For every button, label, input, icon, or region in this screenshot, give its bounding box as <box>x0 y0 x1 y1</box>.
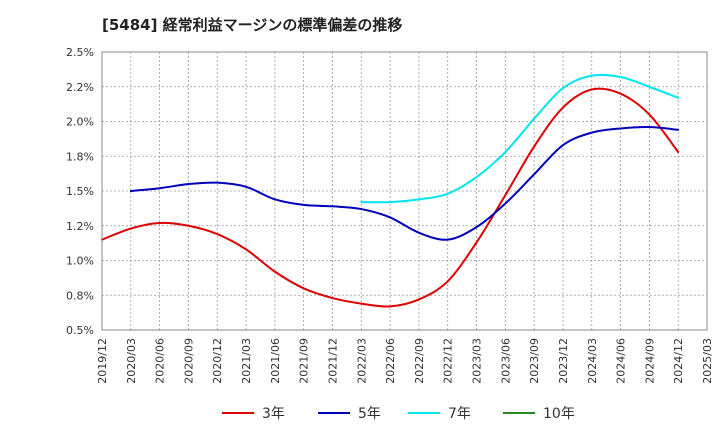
x-tick-label: 2022/03 <box>355 338 368 384</box>
series-line-1 <box>129 126 680 241</box>
x-tick-label: 2023/06 <box>499 338 512 384</box>
x-tick-label: 2020/03 <box>125 338 138 384</box>
y-tick-label: 1.2% <box>66 220 94 233</box>
x-tick-labels: 2019/12 2020/03 2020/06 2020/09 2020/12 2021/… <box>96 338 714 384</box>
plot-area <box>102 52 707 330</box>
y-tick-label: 2.2% <box>66 81 94 94</box>
legend-label-2: 7年 <box>448 406 471 422</box>
series-line-0 <box>101 87 680 308</box>
x-tick-label: 2021/12 <box>326 338 339 384</box>
x-tick-label: 2022/09 <box>413 338 426 384</box>
x-tick-label: 2022/12 <box>442 338 455 384</box>
y-tick-label: 1.8% <box>66 150 94 163</box>
y-tick-label: 2.0% <box>66 116 94 129</box>
x-tick-label: 2020/12 <box>211 338 224 384</box>
legend-label-1: 5年 <box>358 406 381 422</box>
plot-frame <box>101 51 708 331</box>
legend: 3年 5年 7年 10年 <box>222 406 575 422</box>
x-tick-label: 2025/03 <box>701 338 714 384</box>
x-tick-label: 2023/12 <box>557 338 570 384</box>
x-tick-label: 2020/09 <box>182 338 195 384</box>
x-tick-label: 2021/09 <box>298 338 311 384</box>
legend-label-3: 10年 <box>543 406 575 422</box>
chart-title: [5484] 経常利益マージンの標準偏差の推移 <box>102 16 403 34</box>
y-tick-label: 1.0% <box>66 255 94 268</box>
x-tick-label: 2019/12 <box>96 338 109 384</box>
x-tick-label: 2022/06 <box>384 338 397 384</box>
series-lines <box>101 73 680 308</box>
y-tick-labels: 0.5% 0.8% 1.0% 1.2% 1.5% 1.8% 2.0% 2.2% 2.5% <box>66 46 94 337</box>
y-tick-label: 2.5% <box>66 46 94 59</box>
x-tick-label: 2020/06 <box>154 338 167 384</box>
x-tick-label: 2024/09 <box>643 338 656 384</box>
x-tick-label: 2023/03 <box>471 338 484 384</box>
x-tick-label: 2023/09 <box>528 338 541 384</box>
x-tick-label: 2024/12 <box>672 338 685 384</box>
series-line-2 <box>360 73 680 204</box>
x-tick-label: 2024/03 <box>586 338 599 384</box>
legend-label-0: 3年 <box>262 406 285 422</box>
y-tick-label: 0.8% <box>66 289 94 302</box>
x-tick-label: 2024/06 <box>615 338 628 384</box>
y-tick-label: 0.5% <box>66 324 94 337</box>
y-tick-label: 1.5% <box>66 185 94 198</box>
x-tick-label: 2021/03 <box>240 338 253 384</box>
x-tick-label: 2021/06 <box>269 338 282 384</box>
